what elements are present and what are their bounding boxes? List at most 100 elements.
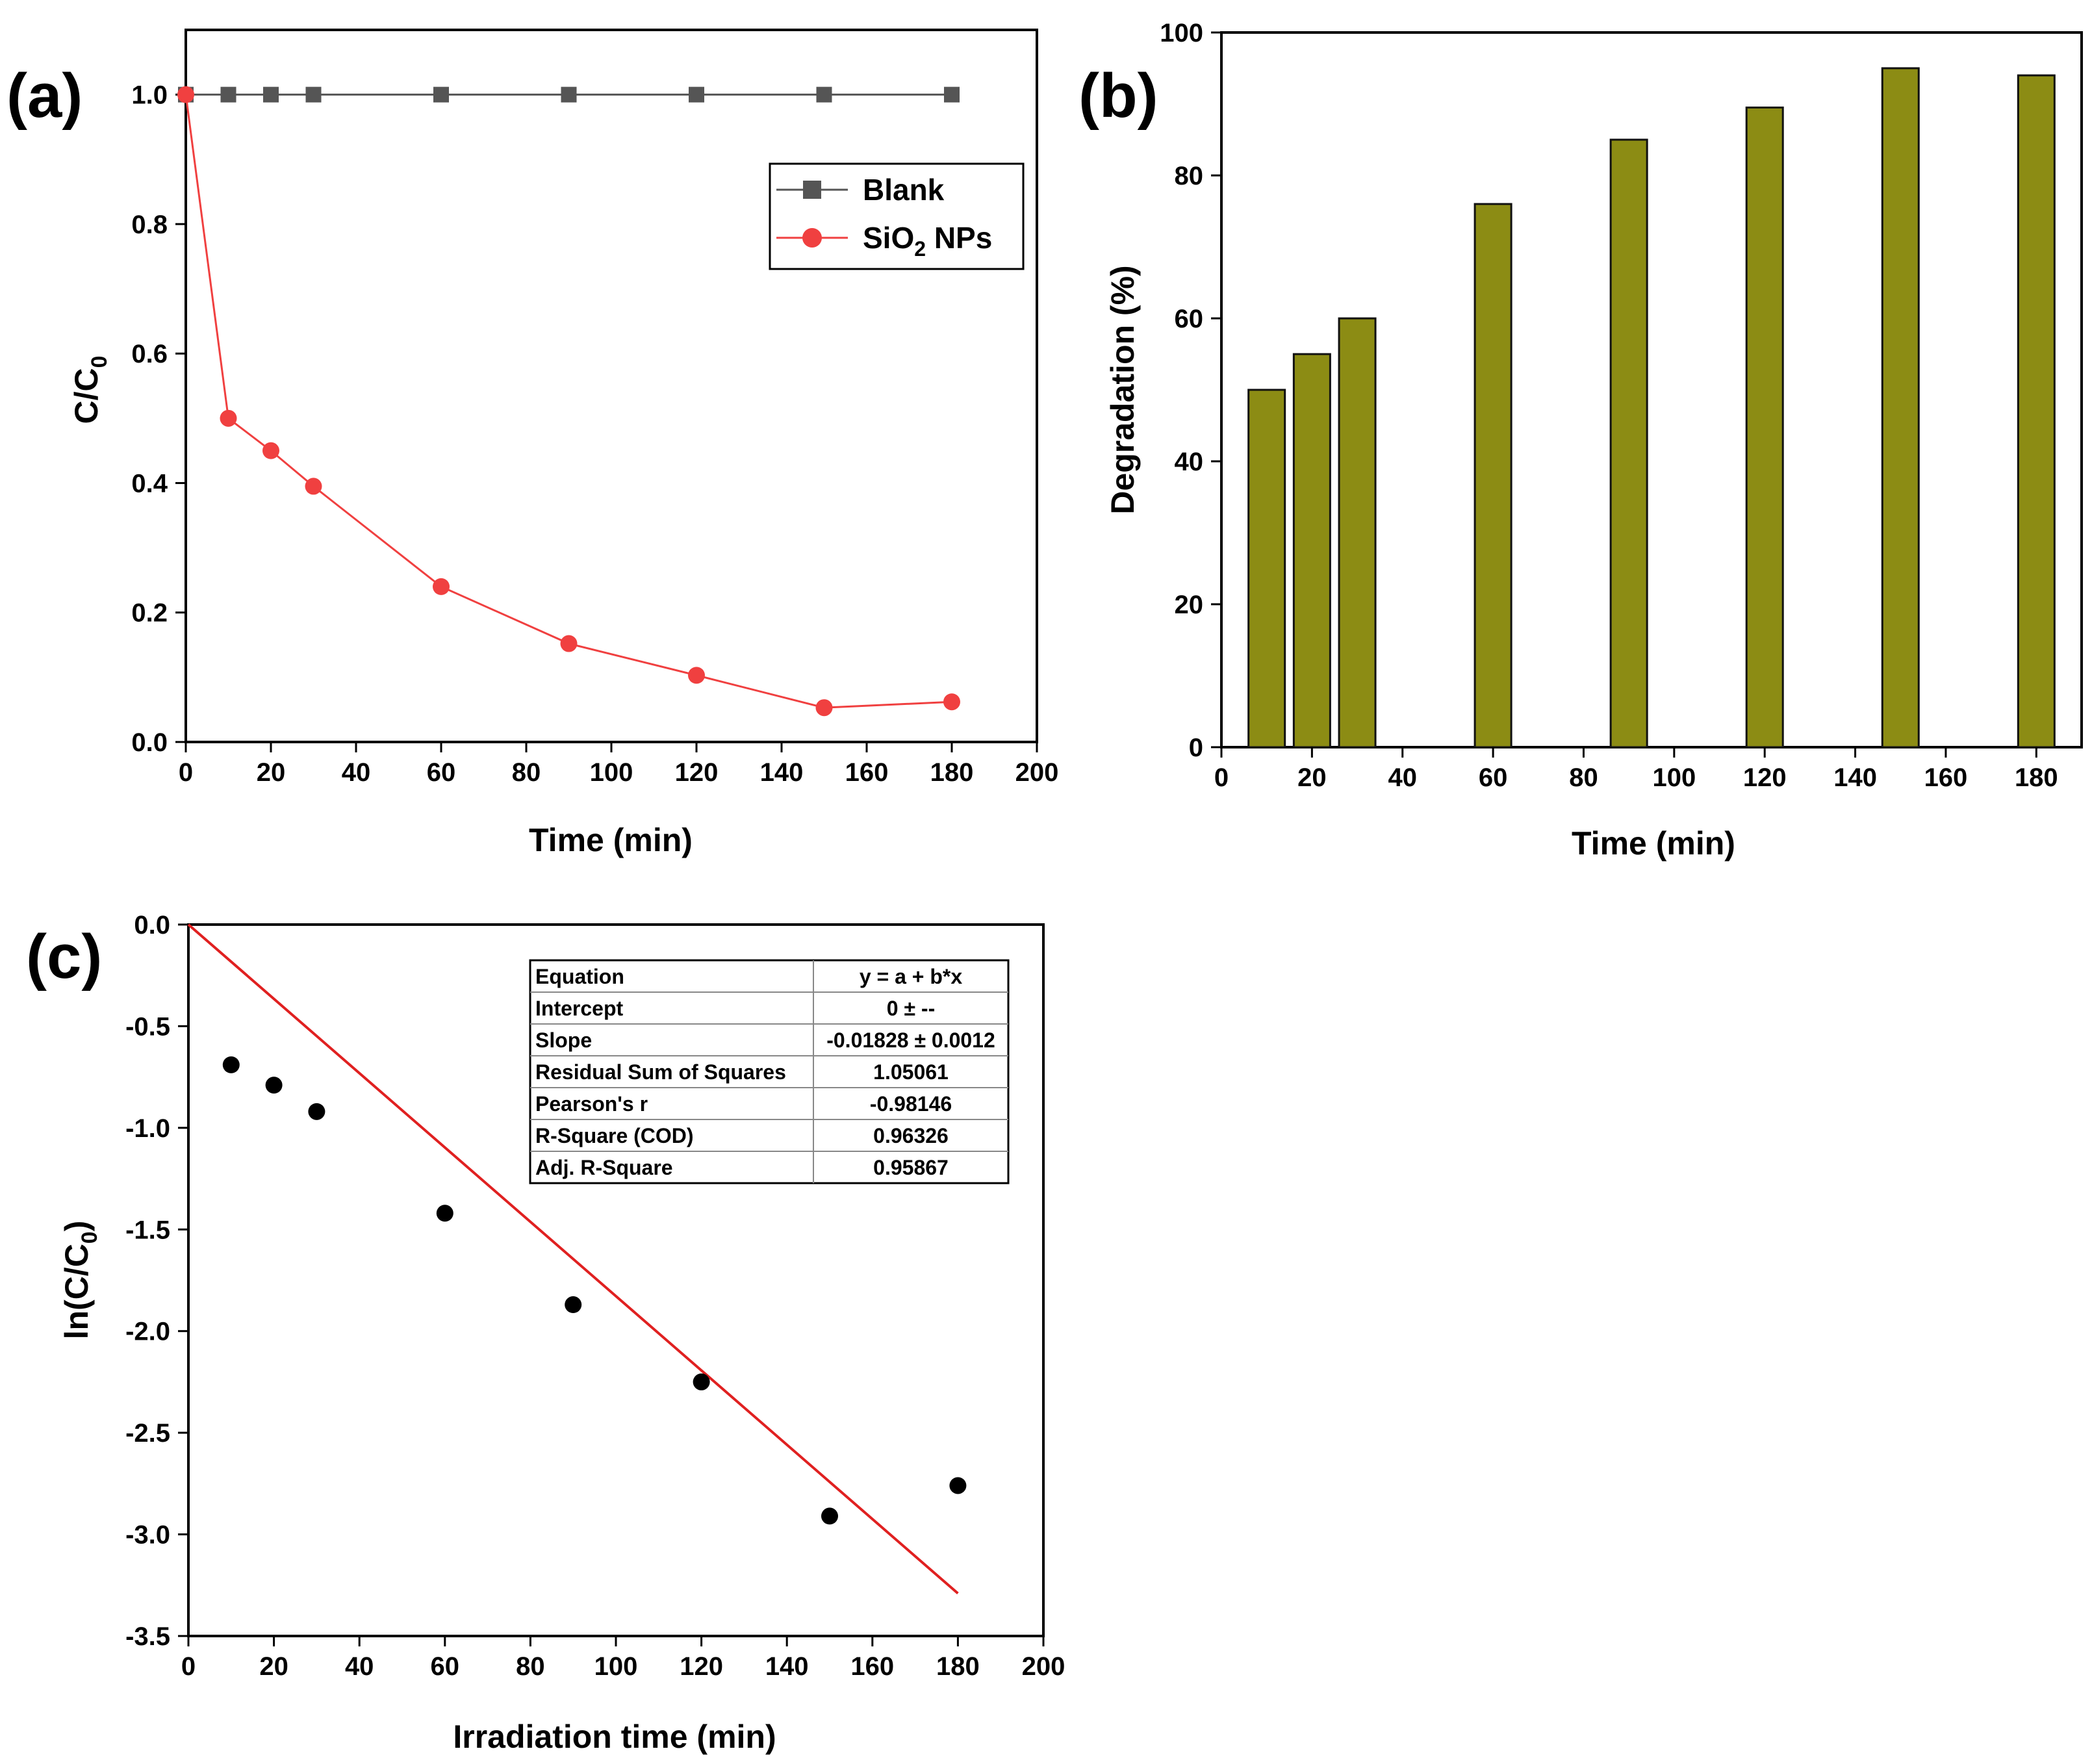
blank-point	[263, 86, 279, 103]
panel-a-x-tick-label: 20	[257, 758, 286, 787]
panel-c-series	[187, 923, 967, 1594]
fit-table-key: Adj. R-Square	[535, 1156, 673, 1179]
ln-ratio-point	[308, 1103, 325, 1120]
panel-a-y-tick-label: 0.0	[131, 728, 168, 757]
panel-c-y-tick-label: -3.5	[125, 1622, 170, 1651]
panel-a-x-tick-label: 100	[590, 758, 633, 787]
fit-table-key: Equation	[535, 965, 624, 988]
panel-b-y-tick-label: 20	[1175, 591, 1204, 619]
fit-table-value: y = a + b*x	[860, 965, 963, 988]
panel-c-x-tick-label: 180	[936, 1652, 980, 1681]
degradation-bar	[1609, 138, 1648, 748]
panel-a-x-tick-label: 180	[930, 758, 974, 787]
panel-c-x-tick-label: 160	[850, 1652, 894, 1681]
fit-table-key: R-Square (COD)	[535, 1124, 694, 1147]
panel-c-fit-table: Equation y = a + b*x Intercept 0 ± -- Slope -…	[529, 959, 1010, 1184]
panel-a-y-tick-label: 0.2	[131, 599, 168, 628]
sio2-point	[220, 409, 237, 427]
sio2-point	[688, 667, 705, 684]
panel-c-x-tick-label: 200	[1022, 1652, 1065, 1681]
panel-b-frame	[1220, 31, 2083, 748]
panel-c-x-label: Irradiation time (min)	[453, 1719, 776, 1755]
degradation-bar	[1292, 353, 1331, 748]
panel-a-y-axis: 0.0 0.2 0.4 0.6 0.8 1.0	[131, 81, 186, 757]
legend-blank-marker	[803, 181, 821, 199]
panel-c-x-tick-label: 140	[765, 1652, 809, 1681]
panel-a-y-tick-label: 0.6	[131, 340, 168, 368]
panel-a-x-tick-label: 80	[512, 758, 541, 787]
panel-a-chart: (a) 0 20 40 60 80 100 120 140 160 180 200 0.00.20.…	[6, 29, 1059, 858]
panel-b-chart: (b) 0 20 40 60 80 100 120 140 160 180 0 20 40 60 80 10…	[1078, 19, 2083, 862]
panel-c-chart: (c) 0 20 40 60 80 100 120 140 160 180 200 0.0 -0.5 -…	[26, 911, 1065, 1755]
legend-blank-label: Blank	[863, 173, 945, 207]
sio2-point	[262, 442, 279, 459]
linear-fit-line	[187, 923, 959, 1594]
panel-b-y-tick-label: 60	[1175, 305, 1204, 333]
panel-b-x-tick-label: 180	[2015, 763, 2058, 792]
sio2-point	[943, 693, 960, 711]
panel-a-x-tick-label: 0	[179, 758, 193, 787]
sio2-point	[815, 699, 833, 717]
panel-c-x-tick-label: 0	[181, 1652, 196, 1681]
ln-ratio-point	[222, 1056, 240, 1073]
panel-b-x-tick-label: 60	[1479, 763, 1508, 792]
fit-table-key: Slope	[535, 1029, 592, 1052]
panel-a-x-tick-label: 120	[675, 758, 719, 787]
fit-table-key: Residual Sum of Squares	[535, 1060, 786, 1084]
panel-a-x-axis: 0 20 40 60 80 100 120 140 160 180 200	[179, 742, 1059, 787]
panel-b-x-axis: 0 20 40 60 80 100 120 140 160 180	[1214, 747, 2058, 792]
fit-table-value: -0.01828 ± 0.0012	[826, 1029, 995, 1052]
panel-c-y-tick-label: -2.5	[125, 1419, 170, 1448]
panel-b-x-tick-label: 120	[1743, 763, 1787, 792]
fit-table-value: -0.98146	[870, 1092, 952, 1116]
degradation-bar	[1338, 317, 1377, 748]
degradation-bar	[1247, 389, 1286, 748]
sio2-point	[560, 635, 578, 652]
blank-point	[220, 86, 236, 103]
panel-b-x-tick-label: 80	[1569, 763, 1598, 792]
panel-b-y-tick-label: 40	[1175, 448, 1204, 476]
blank-point	[305, 86, 322, 103]
degradation-bar	[1745, 107, 1784, 748]
ln-ratio-point	[949, 1477, 967, 1494]
legend-sio2-marker	[802, 228, 822, 248]
panel-a-x-tick-label: 60	[427, 758, 456, 787]
panel-c-y-tick-label: -1.0	[125, 1114, 170, 1143]
blank-point	[561, 86, 577, 103]
panel-c-y-tick-label: -2.0	[125, 1318, 170, 1346]
panel-c-x-tick-label: 20	[259, 1652, 288, 1681]
ln-ratio-point	[265, 1077, 283, 1094]
panel-a-y-label: C/C0	[68, 355, 112, 424]
fit-table-frame	[529, 959, 1010, 1184]
legend-sio2-label: SiO2 NPs	[863, 221, 992, 261]
panel-b-y-tick-label: 0	[1189, 734, 1203, 762]
panel-b-x-tick-label: 160	[1924, 763, 1968, 792]
panel-b-x-tick-label: 140	[1833, 763, 1877, 792]
panel-c-y-axis: 0.0 -0.5 -1.0 -1.5 -2.0 -2.5 -3.0 -3.5	[125, 911, 188, 1651]
panel-a-series	[177, 86, 960, 717]
panel-b-y-label: Degradation (%)	[1104, 265, 1141, 514]
degradation-bar	[1881, 67, 1920, 748]
panel-c-y-tick-label: 0.0	[134, 911, 170, 940]
panel-c-y-tick-label: -1.5	[125, 1216, 170, 1244]
fit-table-value: 1.05061	[873, 1060, 949, 1084]
panel-b-x-tick-label: 0	[1214, 763, 1229, 792]
panel-c-y-tick-label: -0.5	[125, 1012, 170, 1041]
panel-a-x-label: Time (min)	[529, 822, 693, 858]
ln-ratio-point	[693, 1373, 710, 1390]
blank-point	[433, 86, 449, 103]
blank-point	[689, 86, 704, 103]
panel-b-label: (b)	[1078, 61, 1158, 131]
panel-a-x-tick-label: 200	[1015, 758, 1059, 787]
panel-b-x-tick-label: 100	[1652, 763, 1696, 792]
sio2-point	[305, 478, 322, 495]
panel-c-x-tick-label: 120	[680, 1652, 723, 1681]
panel-a-y-tick-label: 1.0	[131, 81, 168, 110]
fit-table-value: 0 ± --	[887, 997, 935, 1020]
degradation-bar	[1473, 203, 1512, 748]
panel-b-x-tick-label: 20	[1297, 763, 1327, 792]
panel-c-x-tick-label: 40	[345, 1652, 374, 1681]
blank-point	[816, 86, 832, 103]
panel-c-y-label: ln(C/C0)	[58, 1221, 102, 1340]
